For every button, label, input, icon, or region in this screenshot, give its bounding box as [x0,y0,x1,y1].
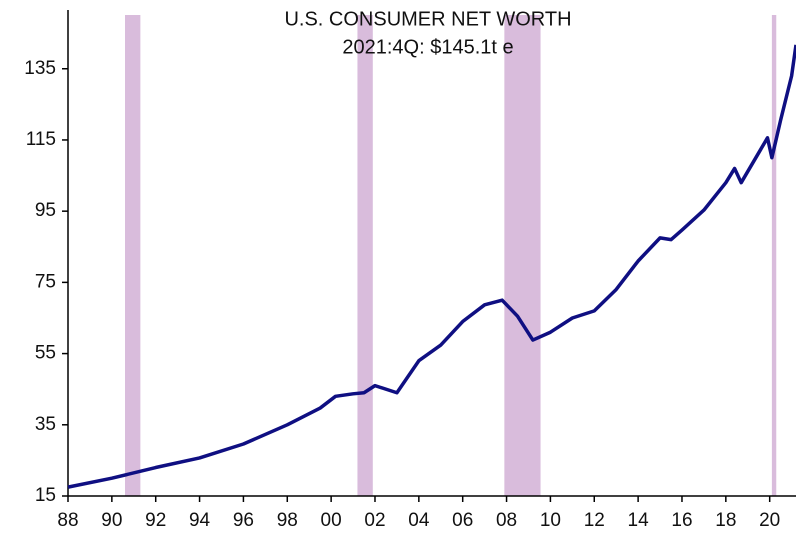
x-tick-label: 20 [759,510,780,531]
y-tick-label: 35 [35,414,56,435]
recession-band [357,15,373,496]
y-tick-label: 95 [35,200,56,221]
x-tick-label: 18 [715,510,736,531]
x-tick-label: 16 [671,510,692,531]
y-tick-label: 55 [35,343,56,364]
x-tick-label: 94 [189,510,211,531]
x-tick-label: 90 [101,510,122,531]
y-tick-label: 115 [26,129,56,150]
recession-band [771,15,777,496]
x-tick-label: 98 [277,510,298,531]
x-tick-label: 08 [496,510,517,531]
x-tick-label: 10 [540,510,561,531]
y-tick-label: 135 [24,58,56,79]
recession-band [125,15,141,496]
recession-bands [125,15,777,496]
x-tick-label: 88 [57,510,78,531]
x-tick-label: 00 [321,510,342,531]
data-line [67,44,796,489]
x-tick-label: 12 [584,510,605,531]
chart-title: U.S. CONSUMER NET WORTH [284,8,571,30]
x-tick-label: 96 [233,510,254,531]
chart-subtitle: 2021:4Q: $145.1t e [342,36,513,58]
y-tick-label: 15 [35,485,56,506]
y-tick-label: 75 [35,271,56,292]
x-tick-label: 04 [408,510,430,531]
recession-band [504,15,541,496]
x-tick-label: 14 [628,510,650,531]
x-tick-label: 06 [452,510,473,531]
x-tick-label: 92 [145,510,166,531]
x-tick-label: 02 [364,510,385,531]
